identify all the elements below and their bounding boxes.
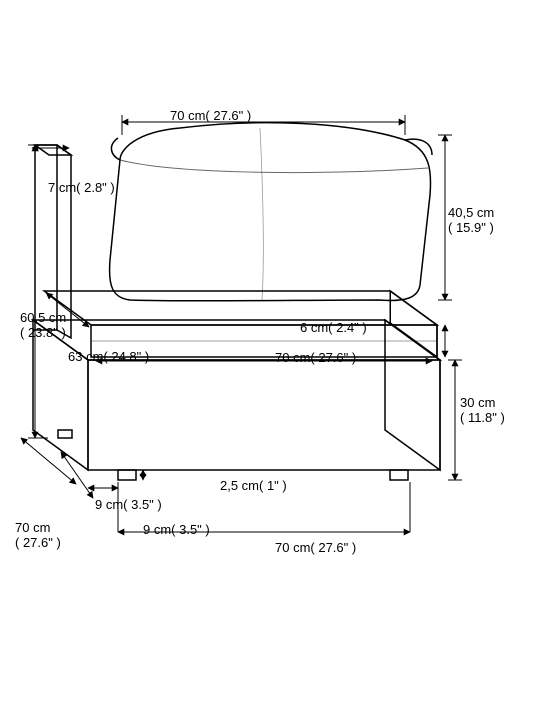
dim-overall_height: 60,5 cm( 23.8" ) [20, 310, 66, 340]
dim-foot_inset_r: 9 cm( 3.5" ) [143, 522, 210, 537]
dim-foot_inset_l: 9 cm( 3.5" ) [95, 497, 162, 512]
dim-base_height: 30 cm( 11.8" ) [460, 395, 505, 425]
dim-backrest_thick: 7 cm( 2.8" ) [48, 180, 115, 195]
dim-width_bottom: 70 cm( 27.6" ) [275, 540, 356, 555]
dim-seat_width: 70 cm( 27.6" ) [275, 350, 356, 365]
dimension-diagram: 70 cm( 27.6" ) 7 cm( 2.8" ) 40,5 cm( 15.9"… [0, 0, 540, 720]
dim-seat_thick: 6 cm( 2.4" ) [300, 320, 367, 335]
dim-cushion_height: 40,5 cm( 15.9" ) [448, 205, 494, 235]
dim-foot_height: 2,5 cm( 1" ) [220, 478, 287, 493]
dim-top_width: 70 cm( 27.6" ) [170, 108, 251, 123]
dim-seat_depth: 63 cm( 24.8" ) [68, 349, 149, 364]
dim-depth_bottom_l: 70 cm( 27.6" ) [15, 520, 61, 550]
